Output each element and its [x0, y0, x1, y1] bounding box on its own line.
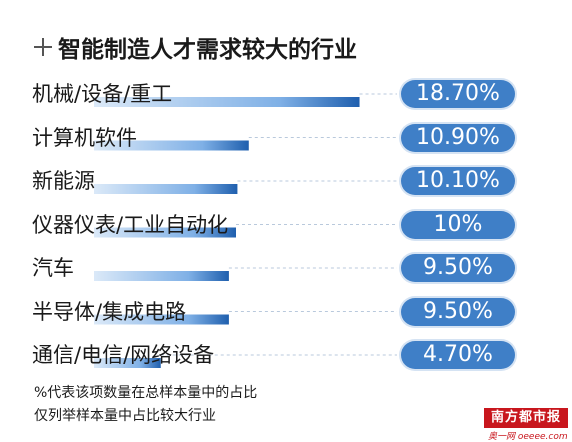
category-label: 仪器仪表/工业自动化: [32, 212, 229, 237]
category-label: 半导体/集成电路: [32, 299, 187, 324]
value-label: 10.90%: [401, 123, 515, 152]
bar: [94, 314, 229, 325]
bar: [94, 184, 238, 194]
category-label: 汽车: [32, 256, 74, 280]
bar: [94, 358, 161, 368]
category-label: 机械/设备/重工: [32, 82, 173, 106]
value-label: 4.70%: [401, 341, 515, 369]
newspaper-logo: 南方都市报: [484, 408, 568, 428]
value-label: 9.50%: [401, 254, 515, 282]
category-label: 新能源: [32, 169, 95, 193]
bar: [94, 227, 236, 238]
chart-title: 智能制造人才需求较大的行业: [34, 30, 357, 64]
category-label: 计算机软件: [32, 125, 137, 150]
footnote-1: %代表该项数量在总样本量中的占比: [34, 385, 258, 401]
value-label: 18.70%: [401, 80, 515, 108]
bar: [94, 271, 229, 281]
category-label: 通信/电信/网络设备: [32, 343, 215, 367]
footnote-2: 仅列举样本量中占比较大行业: [34, 408, 216, 424]
value-label: 9.50%: [401, 297, 515, 326]
bar: [94, 97, 360, 107]
value-label: 10.10%: [401, 167, 515, 195]
bar: [94, 140, 249, 151]
newspaper-logo-sub: 奥一网 oeeee.com: [488, 432, 568, 442]
chart-title-text: 智能制造人才需求较大的行业: [58, 37, 357, 63]
plus-icon: [34, 38, 52, 56]
value-label: 10%: [401, 210, 515, 239]
